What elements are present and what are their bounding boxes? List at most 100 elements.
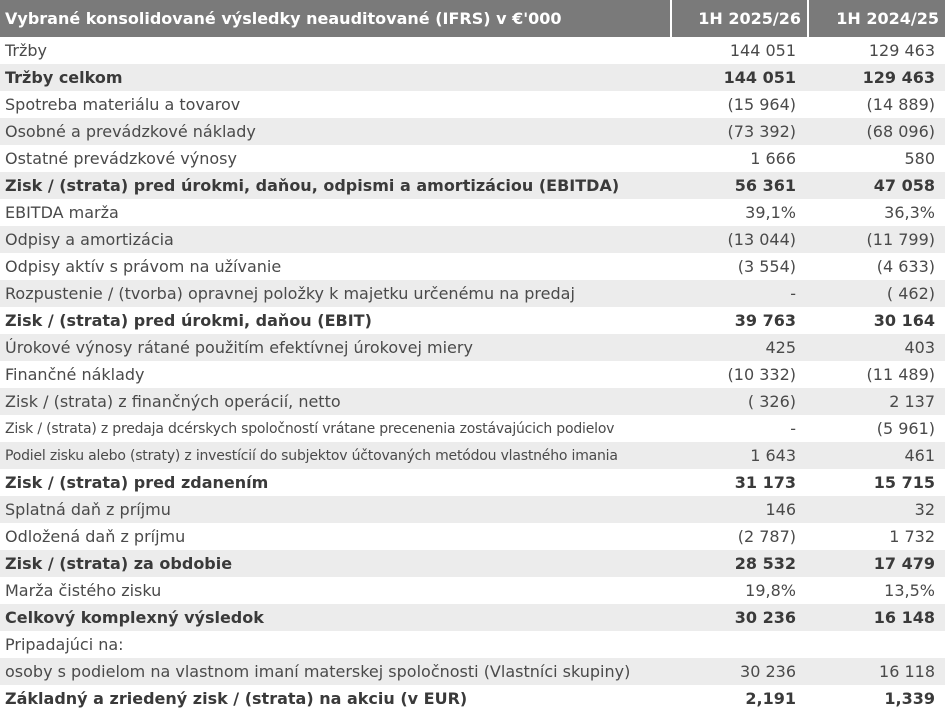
row-value-previous: (14 889) (866, 95, 935, 114)
table-row: Marža čistého zisku 19,8% 13,5% (0, 577, 945, 604)
row-value-previous: 403 (904, 338, 935, 357)
row-value-previous: (4 633) (876, 257, 935, 276)
table-row: Zisk / (strata) pred zdanením 31 173 15 71… (0, 469, 945, 496)
row-value-current: - (790, 419, 796, 438)
row-value-previous: (68 096) (866, 122, 935, 141)
row-value-previous: (11 799) (866, 230, 935, 249)
row-label: Tržby celkom (5, 68, 123, 87)
row-value-previous: (11 489) (866, 365, 935, 384)
row-value-current: (73 392) (727, 122, 796, 141)
table-row: Celkový komplexný výsledok 30 236 16 148 (0, 604, 945, 631)
row-value-previous: ( 462) (886, 284, 935, 303)
row-label: Marža čistého zisku (5, 581, 162, 600)
row-value-previous: 36,3% (884, 203, 935, 222)
table-header: Vybrané konsolidované výsledky neauditov… (0, 0, 945, 37)
row-label: Úrokové výnosy rátané použitím efektívne… (5, 338, 473, 357)
row-value-current: ( 326) (747, 392, 796, 411)
row-value-current: (3 554) (737, 257, 796, 276)
row-label: Finančné náklady (5, 365, 145, 384)
table-row: Zisk / (strata) pred úrokmi, daňou (EBIT… (0, 307, 945, 334)
table-row: Osobné a prevádzkové náklady (73 392) (68 … (0, 118, 945, 145)
row-value-current: 30 236 (740, 662, 796, 681)
table-row: Zisk / (strata) za obdobie 28 532 17 479 (0, 550, 945, 577)
table-row: Tržby celkom 144 051 129 463 (0, 64, 945, 91)
table-row: Pripadajúci na: (0, 631, 945, 658)
table-row: Podiel zisku alebo (straty) z investícií… (0, 442, 945, 469)
row-label: Splatná daň z príjmu (5, 500, 171, 519)
row-value-previous: 15 715 (873, 473, 935, 492)
table-row: Zisk / (strata) pred úrokmi, daňou, odpi… (0, 172, 945, 199)
header-col-previous: 1H 2024/25 (807, 0, 945, 37)
row-label: Odpisy aktív s právom na užívanie (5, 257, 282, 276)
row-label: Celkový komplexný výsledok (5, 608, 264, 627)
row-value-previous: 1 732 (889, 527, 935, 546)
table-row: Ostatné prevádzkové výnosy 1 666 580 (0, 145, 945, 172)
table-row: Odpisy a amortizácia (13 044) (11 799) (0, 226, 945, 253)
row-value-previous: 47 058 (873, 176, 935, 195)
row-label: osoby s podielom na vlastnom imaní mater… (5, 662, 631, 681)
table-row: Zisk / (strata) z finančných operácií, n… (0, 388, 945, 415)
row-label: Zisk / (strata) pred zdanením (5, 473, 269, 492)
row-label: Základný a zriedený zisk / (strata) na a… (5, 689, 468, 708)
table-row: Úrokové výnosy rátané použitím efektívne… (0, 334, 945, 361)
table-row: Základný a zriedený zisk / (strata) na a… (0, 685, 945, 712)
table-row: Finančné náklady (10 332) (11 489) (0, 361, 945, 388)
row-value-previous: 129 463 (868, 41, 935, 60)
row-label: Rozpustenie / (tvorba) opravnej položky … (5, 284, 575, 303)
row-value-current: 144 051 (729, 41, 796, 60)
table-row: Tržby 144 051 129 463 (0, 37, 945, 64)
table-row: EBITDA marža 39,1% 36,3% (0, 199, 945, 226)
row-value-current: (10 332) (727, 365, 796, 384)
row-label: Zisk / (strata) pred úrokmi, daňou, odpi… (5, 176, 620, 195)
row-value-current: 425 (765, 338, 796, 357)
row-label: Zisk / (strata) z predaja dcérskych spol… (5, 420, 615, 437)
row-value-previous: 17 479 (873, 554, 935, 573)
table-row: Spotreba materiálu a tovarov (15 964) (14 … (0, 91, 945, 118)
row-value-current: 144 051 (723, 68, 796, 87)
row-value-previous: 129 463 (862, 68, 935, 87)
row-value-current: - (790, 284, 796, 303)
row-label: Odpisy a amortizácia (5, 230, 174, 249)
row-value-previous: 1,339 (884, 689, 935, 708)
row-value-current: (13 044) (727, 230, 796, 249)
row-label: Ostatné prevádzkové výnosy (5, 149, 237, 168)
row-label: Tržby (5, 41, 48, 60)
row-value-previous: 16 118 (879, 662, 935, 681)
row-value-current: 56 361 (734, 176, 796, 195)
row-label: Podiel zisku alebo (straty) z investícií… (5, 447, 618, 464)
row-label: Zisk / (strata) z finančných operácií, n… (5, 392, 341, 411)
row-value-current: 39 763 (734, 311, 796, 330)
row-label: Osobné a prevádzkové náklady (5, 122, 256, 141)
header-title: Vybrané konsolidované výsledky neauditov… (5, 9, 562, 28)
table-row: osoby s podielom na vlastnom imaní mater… (0, 658, 945, 685)
row-value-current: 31 173 (734, 473, 796, 492)
row-label: Zisk / (strata) za obdobie (5, 554, 233, 573)
row-value-current: 19,8% (745, 581, 796, 600)
table-body: Tržby 144 051 129 463 Tržby celkom 144 051 12… (0, 37, 945, 712)
header-col-current: 1H 2025/26 (670, 0, 807, 37)
row-value-current: 30 236 (734, 608, 796, 627)
row-value-current: 1 643 (750, 446, 796, 465)
row-value-current: 39,1% (745, 203, 796, 222)
row-value-previous: 30 164 (873, 311, 935, 330)
row-value-previous: 13,5% (884, 581, 935, 600)
row-value-current: 146 (765, 500, 796, 519)
table-row: Splatná daň z príjmu 146 32 (0, 496, 945, 523)
row-label: Odložená daň z príjmu (5, 527, 186, 546)
row-value-previous: 16 148 (873, 608, 935, 627)
table-row: Odpisy aktív s právom na užívanie (3 554)… (0, 253, 945, 280)
table-row: Rozpustenie / (tvorba) opravnej položky … (0, 280, 945, 307)
row-label: EBITDA marža (5, 203, 119, 222)
row-label: Pripadajúci na: (5, 635, 124, 654)
row-value-current: (2 787) (737, 527, 796, 546)
table-row: Zisk / (strata) z predaja dcérskych spol… (0, 415, 945, 442)
row-label: Spotreba materiálu a tovarov (5, 95, 241, 114)
row-value-previous: (5 961) (876, 419, 935, 438)
row-value-current: 1 666 (750, 149, 796, 168)
row-value-current: 2,191 (745, 689, 796, 708)
row-value-previous: 580 (904, 149, 935, 168)
row-value-previous: 2 137 (889, 392, 935, 411)
row-value-previous: 32 (914, 500, 935, 519)
table-row: Odložená daň z príjmu (2 787) 1 732 (0, 523, 945, 550)
